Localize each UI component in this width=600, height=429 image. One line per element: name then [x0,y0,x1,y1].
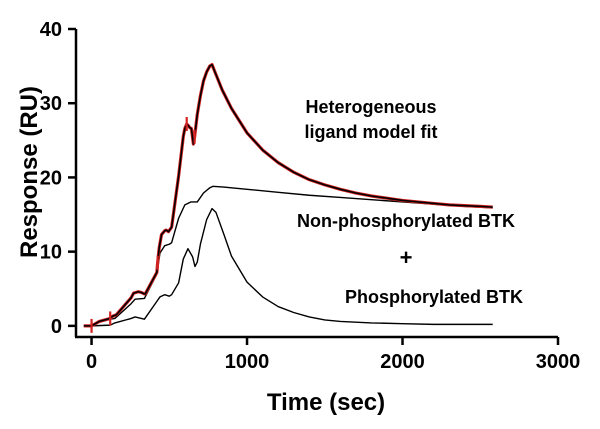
axes: 0 1000 2000 3000 0 10 20 30 40 [40,19,581,373]
series-layer [83,63,493,333]
x-ticks: 0 1000 2000 3000 [86,337,580,373]
x-tick-label: 3000 [536,351,581,373]
x-tick-label: 1000 [225,351,270,373]
y-tick-label: 20 [40,167,62,189]
y-tick-label: 10 [40,242,62,264]
x-tick-label: 2000 [380,351,425,373]
fit-label-line1: Heterogeneous [305,97,436,117]
nonphos-label: Non-phosphorylated BTK [297,211,515,231]
fit-series-line [83,63,493,327]
plus-label: + [400,245,413,270]
y-tick-label: 0 [51,316,62,338]
component-series-line-1 [91,185,493,327]
x-axis-title: Time (sec) [267,389,385,416]
y-tick-label: 30 [40,93,62,115]
x-tick-label: 0 [86,351,97,373]
y-axis-title: Response (RU) [16,86,43,258]
component-series-line-2 [91,207,493,327]
y-ticks: 0 10 20 30 40 [40,19,76,338]
phos-label: Phosphorylated BTK [345,287,523,307]
y-tick-label: 40 [40,19,62,41]
fit-label-line2: ligand model fit [305,122,438,142]
